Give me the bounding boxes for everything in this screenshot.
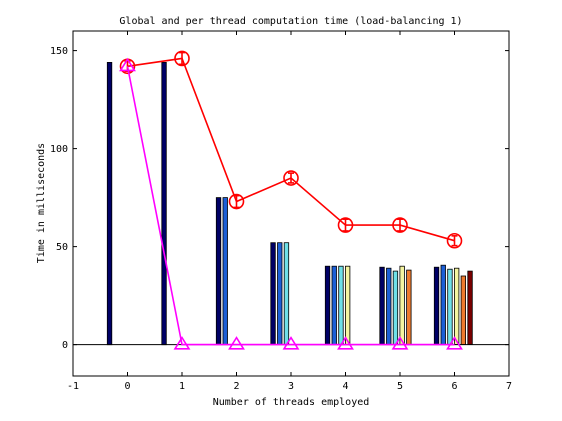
bar-threads-6-0 [433,266,440,346]
y-tick-label: 50 [56,242,68,253]
bar-threads-1-0 [161,62,167,346]
bar-threads-5-3 [399,265,405,346]
bar-threads-6-5 [467,270,473,346]
bar-threads-6-1 [440,264,446,346]
bar-threads-6-4 [460,275,467,345]
x-tick-label: 5 [397,381,403,392]
x-tick-label: 7 [506,381,512,392]
bar-threads-2-0 [215,197,222,346]
x-axis-label: Number of threads employed [213,397,370,408]
series-1-point-5 [391,336,409,350]
bar-threads-4-2 [338,265,344,346]
bar-threads-6-2 [447,268,453,346]
series-1-point-6 [446,336,463,350]
series-1-point-1 [173,336,191,350]
bar-threads-4-0 [324,265,331,346]
series-layer [119,50,463,350]
x-tick-label: 2 [233,381,239,392]
series-0-point-3 [283,170,299,186]
series-1-point-3 [282,336,300,350]
series-0-point-6 [446,232,463,249]
y-tick-label: 0 [62,340,68,351]
series-line-1 [126,66,455,346]
series-0-point-4 [337,217,354,233]
series-1-point-4 [337,336,354,350]
bar-threads-2-1 [222,197,228,346]
x-tick-label: 6 [451,381,457,392]
series-0-point-2 [228,193,245,210]
bar-threads-5-1 [386,267,392,346]
x-tick-label: -1 [67,381,79,392]
y-tick-label: 100 [50,144,68,155]
x-tick-label: 4 [342,381,348,392]
x-tick-label: 3 [288,381,294,392]
series-1-point-0 [119,57,136,72]
bar-threads-4-1 [331,265,337,346]
series-0-point-5 [392,217,408,233]
bar-threads-6-3 [453,267,460,346]
series-0-point-1 [174,50,190,67]
bar-threads-4-3 [344,265,351,346]
bar-threads-5-2 [392,270,399,346]
y-tick-label: 150 [50,46,68,57]
bar-threads-5-0 [379,266,385,346]
x-tick-label: 1 [179,381,185,392]
bar-threads-3-1 [277,242,283,345]
bar-threads-5-4 [406,269,412,346]
x-tick-label: 0 [124,381,130,392]
y-axis-label: Time in milliseconds [36,143,47,263]
series-1-point-2 [228,336,245,350]
bar-threads-3-2 [283,242,290,345]
axis-ticks: -1 0 1 2 3 4 5 6 7 0 50 100 150 [50,31,512,392]
bar-threads-3-0 [270,242,276,345]
bar-threads-0-0 [106,62,113,346]
chart-title: Global and per thread computation time (… [119,16,462,27]
